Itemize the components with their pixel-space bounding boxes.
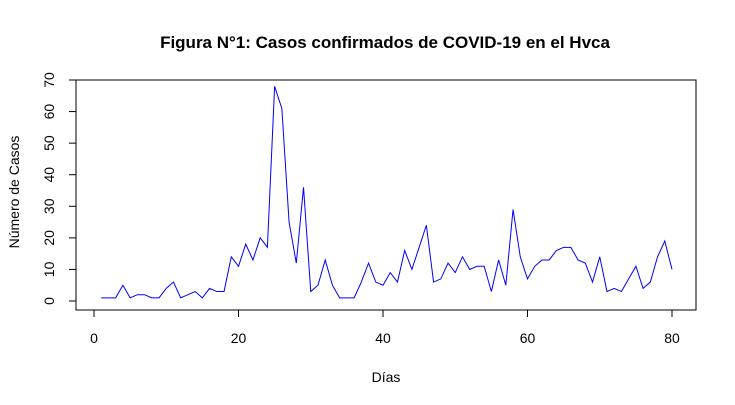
x-tick-label: 60 [520, 330, 536, 346]
chart-title: Figura N°1: Casos confirmados de COVID-1… [160, 33, 610, 52]
x-axis: 0 20 40 60 80 [90, 309, 680, 346]
y-axis: 0 10 20 30 40 50 60 70 [41, 72, 77, 305]
y-tick-label: 30 [41, 198, 57, 214]
y-tick-label: 20 [41, 230, 57, 246]
y-axis-label: Número de Casos [6, 136, 22, 249]
y-tick-label: 50 [41, 135, 57, 151]
x-tick-label: 40 [375, 330, 391, 346]
series-line [101, 86, 673, 299]
plot-frame [75, 79, 697, 311]
x-tick-label: 80 [664, 330, 680, 346]
y-tick-label: 40 [41, 167, 57, 183]
y-tick-label: 60 [41, 104, 57, 120]
x-tick-label: 20 [231, 330, 247, 346]
x-axis-label: Días [372, 369, 401, 385]
x-tick-label: 0 [90, 330, 98, 346]
y-tick-label: 0 [41, 297, 57, 305]
y-tick-label: 10 [41, 261, 57, 277]
y-tick-label: 70 [41, 72, 57, 88]
